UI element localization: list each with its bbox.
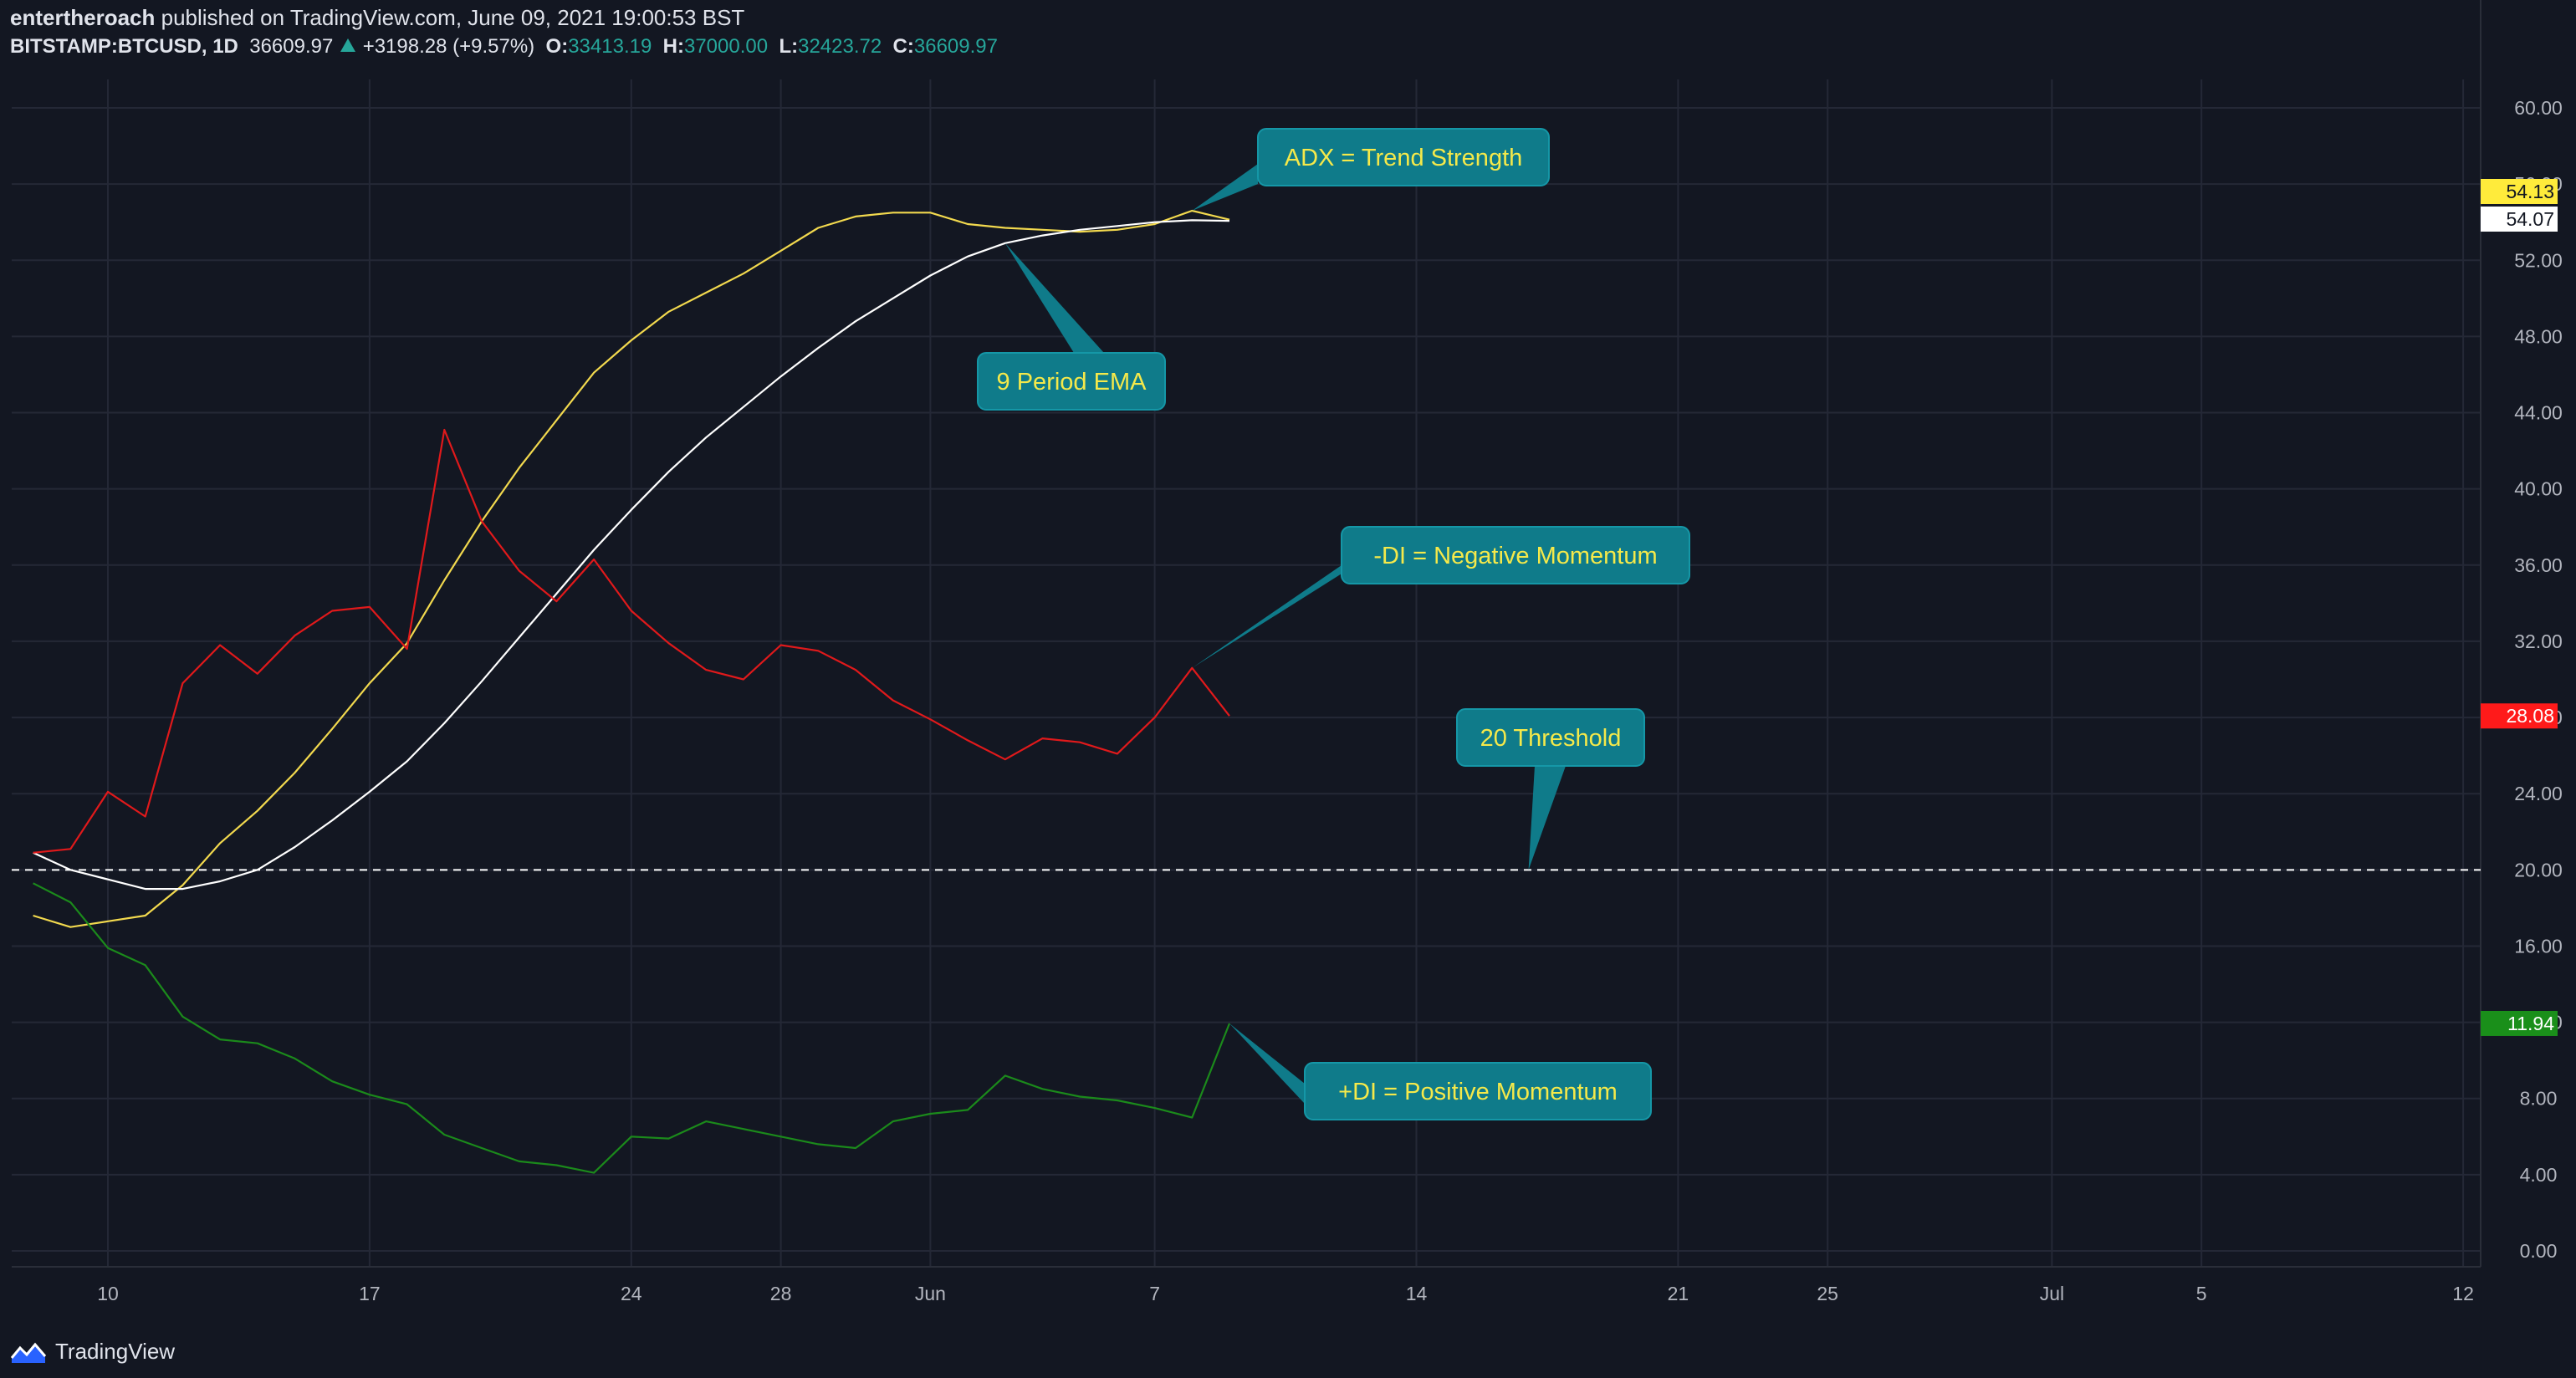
ema-line: [33, 219, 1230, 891]
open-label: O:: [545, 35, 569, 58]
callout-box: [977, 352, 1166, 411]
callout-label: 9 Period EMA: [997, 369, 1147, 396]
x-tick-label: 14: [1406, 1283, 1428, 1304]
last-value-badge: 11.94: [2481, 1010, 2558, 1036]
up-arrow-icon: [340, 38, 356, 52]
y-tick-label: 20.00: [2514, 859, 2563, 880]
tradingview-footer[interactable]: TradingView: [10, 1339, 175, 1365]
publish-header: entertheroach published on TradingView.c…: [10, 5, 744, 31]
callout-pointer: [1004, 242, 1104, 353]
y-tick-label: 24.00: [2514, 783, 2563, 804]
x-tick-label: 7: [1149, 1283, 1160, 1304]
y-tick-label: 40.00: [2514, 478, 2563, 500]
x-tick-label: 24: [621, 1283, 642, 1304]
close-label: C:: [892, 35, 914, 58]
x-tick-label: 12: [2452, 1283, 2474, 1304]
badge-bg: [2481, 1010, 2558, 1036]
last-price: 36609.97: [249, 35, 334, 58]
close-value: 36609.97: [913, 35, 998, 58]
callout-label: +DI = Positive Momentum: [1338, 1079, 1618, 1105]
ema-callout: 9 Period EMA: [977, 242, 1166, 411]
low-label: L:: [779, 35, 799, 58]
x-tick-label: 5: [2196, 1283, 2207, 1304]
callout-pointer: [1192, 565, 1355, 668]
badge-bg: [2481, 179, 2558, 204]
x-tick-label: Jun: [915, 1283, 946, 1304]
last-value-badge: 54.07: [2481, 207, 2558, 232]
plot-area: [12, 79, 2481, 1267]
low-value: 32423.72: [798, 35, 882, 58]
badge-label: 28.08: [2506, 705, 2554, 727]
callout-box: [1257, 128, 1550, 186]
brand-name: TradingView: [55, 1339, 176, 1364]
callout-box: [1456, 708, 1645, 767]
y-tick-label: 0.00: [2520, 1240, 2558, 1262]
adx-callout: ADX = Trend Strength: [1192, 128, 1550, 212]
x-tick-label: Jul: [2040, 1283, 2064, 1304]
y-tick-label: 16.00: [2514, 935, 2563, 957]
y-tick-label: 48.00: [2514, 325, 2563, 347]
minus-di-line: [33, 428, 1230, 854]
x-tick-label: 21: [1668, 1283, 1689, 1304]
x-tick-label: 28: [770, 1283, 792, 1304]
symbol-name[interactable]: BITSTAMP:BTCUSD, 1D: [10, 35, 238, 58]
minus-di-callout: -DI = Negative Momentum: [1192, 526, 1690, 668]
callout-box: [1304, 1062, 1652, 1120]
tradingview-logo-icon: [10, 1342, 47, 1363]
time-axis: 10 17 24 28 Jun 7 14 21 25 Jul 5 12: [97, 1283, 2474, 1304]
y-tick-label: 32.00: [2514, 630, 2563, 652]
x-tick-label: 10: [97, 1283, 119, 1304]
badge-label: 54.13: [2506, 181, 2554, 202]
price-change: +3198.28 (+9.57%): [362, 35, 535, 58]
callout-pointer: [1192, 164, 1258, 212]
x-tick-label: 17: [359, 1283, 381, 1304]
badge-bg: [2481, 207, 2558, 232]
plus-di-callout: +DI = Positive Momentum: [1229, 1023, 1652, 1120]
y-tick-label: 60.00: [2514, 97, 2563, 119]
adx-line: [33, 209, 1230, 928]
callout-label: -DI = Negative Momentum: [1373, 543, 1657, 569]
price-axis: 60.0056.0052.0048.0044.0040.0036.0032.00…: [2514, 97, 2563, 1262]
y-tick-label: 8.00: [2520, 1088, 2558, 1110]
callout-label: ADX = Trend Strength: [1285, 145, 1523, 171]
callout-pointer: [1528, 766, 1566, 870]
badge-label: 11.94: [2507, 1013, 2554, 1034]
callout-pointer: [1229, 1023, 1305, 1104]
open-value: 33413.19: [568, 35, 652, 58]
y-tick-label: 4.00: [2520, 1164, 2558, 1186]
symbol-legend: BITSTAMP:BTCUSD, 1D 36609.97 +3198.28 (+…: [10, 35, 998, 59]
x-tick-label: 25: [1817, 1283, 1838, 1304]
high-value: 37000.00: [683, 35, 769, 58]
callout-box: [1341, 526, 1690, 584]
threshold-callout: 20 Threshold: [1456, 708, 1645, 870]
published-info: published on TradingView.com, June 09, 2…: [161, 5, 745, 30]
y-tick-label: 44.00: [2514, 402, 2563, 424]
last-value-badge: 28.08: [2481, 703, 2558, 729]
author-name[interactable]: entertheroach: [10, 5, 156, 30]
y-tick-label: 36.00: [2514, 554, 2563, 576]
high-label: H:: [662, 35, 684, 58]
badge-bg: [2481, 703, 2558, 729]
badge-label: 54.07: [2506, 208, 2554, 230]
y-tick-label: 52.00: [2514, 249, 2563, 271]
last-value-badge: 54.13: [2481, 179, 2558, 204]
plus-di-line: [33, 882, 1231, 1174]
callout-label: 20 Threshold: [1480, 725, 1622, 752]
